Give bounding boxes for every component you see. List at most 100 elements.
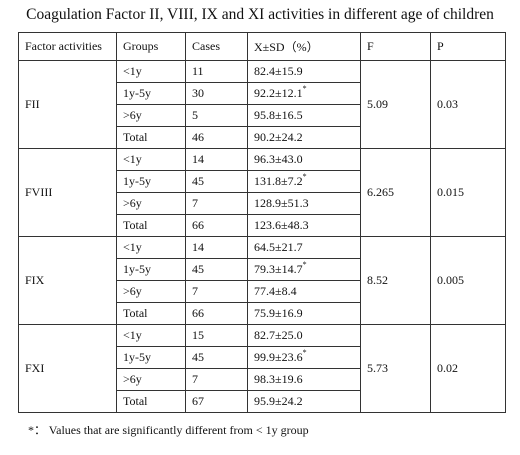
table-row: FIX <1y 14 64.5±21.7 8.52 0.005 bbox=[18, 236, 506, 325]
group-cell: Total bbox=[116, 214, 186, 237]
mean-sd-value: 75.9±16.9 bbox=[254, 306, 303, 320]
group-cell: <1y bbox=[116, 236, 186, 259]
f-value: 5.09 bbox=[360, 60, 431, 149]
cases-cell: 66 bbox=[185, 214, 248, 237]
mean-sd-cell: 123.6±48.3 bbox=[247, 214, 361, 237]
header-f: F bbox=[360, 32, 431, 61]
cases-cell: 45 bbox=[185, 170, 248, 193]
group-cell: >6y bbox=[116, 280, 186, 303]
f-value: 8.52 bbox=[360, 236, 431, 325]
mean-sd-cell: 82.7±25.0 bbox=[247, 324, 361, 347]
factor-name: FII bbox=[18, 60, 117, 149]
group-cell: 1y-5y bbox=[116, 258, 186, 281]
mean-sd-cell: 95.9±24.2 bbox=[247, 390, 361, 413]
table-row: FII <1y 11 82.4±15.9 5.09 0.03 bbox=[18, 60, 506, 149]
table-row: >6y 7 98.3±19.6 bbox=[19, 368, 506, 391]
factor-name: FXI bbox=[18, 324, 117, 413]
mean-sd-value: 95.9±24.2 bbox=[254, 394, 303, 408]
cases-cell: 11 bbox=[185, 60, 248, 83]
header-p: P bbox=[430, 32, 506, 61]
group-cell: <1y bbox=[116, 148, 186, 171]
group-cell: 1y-5y bbox=[116, 346, 186, 369]
mean-sd-cell: 99.9±23.6* bbox=[247, 346, 361, 369]
table-body: FII <1y 11 82.4±15.9 5.09 0.03 1y-5y 30 92.2±12.… bbox=[18, 60, 506, 413]
mean-sd-value: 82.7±25.0 bbox=[254, 328, 303, 342]
mean-sd-value: 92.2±12.1 bbox=[254, 86, 303, 100]
f-value: 5.73 bbox=[360, 324, 431, 413]
table-row: >6y 5 95.8±16.5 bbox=[19, 104, 506, 127]
table-row: FXI <1y 15 82.7±25.0 5.73 0.02 bbox=[18, 324, 506, 413]
group-cell: >6y bbox=[116, 104, 186, 127]
header-mean-sd: X±SD（%） bbox=[247, 32, 361, 61]
group-cell: Total bbox=[116, 390, 186, 413]
header-factor: Factor activities bbox=[18, 32, 117, 61]
significance-marker: * bbox=[302, 172, 307, 181]
mean-sd-cell: 95.8±16.5 bbox=[247, 104, 361, 127]
mean-sd-value: 90.2±24.2 bbox=[254, 130, 303, 144]
group-cell: Total bbox=[116, 126, 186, 149]
mean-sd-cell: 64.5±21.7 bbox=[247, 236, 361, 259]
group-cell: >6y bbox=[116, 368, 186, 391]
mean-sd-cell: 96.3±43.0 bbox=[247, 148, 361, 171]
mean-sd-cell: 131.8±7.2* bbox=[247, 170, 361, 193]
p-value: 0.005 bbox=[430, 236, 506, 325]
group-cell: <1y bbox=[116, 60, 186, 83]
table-row: 1y-5y 45 99.9±23.6* bbox=[19, 346, 506, 369]
factor-name: FVIII bbox=[18, 148, 117, 237]
mean-sd-value: 64.5±21.7 bbox=[254, 240, 303, 254]
mean-sd-cell: 98.3±19.6 bbox=[247, 368, 361, 391]
mean-sd-cell: 90.2±24.2 bbox=[247, 126, 361, 149]
cases-cell: 15 bbox=[185, 324, 248, 347]
mean-sd-value: 77.4±8.4 bbox=[254, 284, 297, 298]
table-title: Coagulation Factor II, VIII, IX and XI a… bbox=[26, 6, 494, 23]
table-row: Total 46 90.2±24.2 bbox=[19, 126, 506, 149]
table-row: 1y-5y 45 131.8±7.2* bbox=[19, 170, 506, 193]
significance-marker: * bbox=[302, 84, 307, 93]
coagulation-table: Factor activities Groups Cases X±SD（%） F… bbox=[18, 32, 506, 413]
group-cell: 1y-5y bbox=[116, 170, 186, 193]
mean-sd-value: 95.8±16.5 bbox=[254, 108, 303, 122]
cases-cell: 7 bbox=[185, 280, 248, 303]
group-cell: >6y bbox=[116, 192, 186, 215]
header-cases: Cases bbox=[185, 32, 248, 61]
mean-sd-value: 98.3±19.6 bbox=[254, 372, 303, 386]
header-row: Factor activities Groups Cases X±SD（%） F… bbox=[18, 32, 506, 61]
mean-sd-value: 79.3±14.7 bbox=[254, 262, 303, 276]
mean-sd-value: 123.6±48.3 bbox=[254, 218, 309, 232]
table-row: Total 67 95.9±24.2 bbox=[19, 390, 506, 413]
mean-sd-cell: 92.2±12.1* bbox=[247, 82, 361, 105]
mean-sd-cell: 79.3±14.7* bbox=[247, 258, 361, 281]
cases-cell: 45 bbox=[185, 346, 248, 369]
header-groups: Groups bbox=[116, 32, 186, 61]
f-value: 6.265 bbox=[360, 148, 431, 237]
factor-name: FIX bbox=[18, 236, 117, 325]
cases-cell: 45 bbox=[185, 258, 248, 281]
mean-sd-value: 131.8±7.2 bbox=[254, 174, 303, 188]
mean-sd-cell: 77.4±8.4 bbox=[247, 280, 361, 303]
cases-cell: 7 bbox=[185, 368, 248, 391]
mean-sd-value: 82.4±15.9 bbox=[254, 64, 303, 78]
cases-cell: 7 bbox=[185, 192, 248, 215]
table-row: Total 66 123.6±48.3 bbox=[19, 214, 506, 237]
mean-sd-cell: 128.9±51.3 bbox=[247, 192, 361, 215]
cases-cell: 14 bbox=[185, 236, 248, 259]
mean-sd-value: 128.9±51.3 bbox=[254, 196, 309, 210]
significance-marker: * bbox=[302, 348, 307, 357]
footnote: *： Values that are significantly differe… bbox=[28, 423, 309, 437]
significance-marker: * bbox=[302, 260, 307, 269]
cases-cell: 30 bbox=[185, 82, 248, 105]
table-row: FVIII <1y 14 96.3±43.0 6.265 0.015 bbox=[18, 148, 506, 237]
mean-sd-value: 96.3±43.0 bbox=[254, 152, 303, 166]
mean-sd-cell: 82.4±15.9 bbox=[247, 60, 361, 83]
group-cell: Total bbox=[116, 302, 186, 325]
p-value: 0.03 bbox=[430, 60, 506, 149]
p-value: 0.015 bbox=[430, 148, 506, 237]
cases-cell: 46 bbox=[185, 126, 248, 149]
p-value: 0.02 bbox=[430, 324, 506, 413]
cases-cell: 14 bbox=[185, 148, 248, 171]
mean-sd-value: 99.9±23.6 bbox=[254, 350, 303, 364]
table-row: >6y 7 77.4±8.4 bbox=[19, 280, 506, 303]
cases-cell: 5 bbox=[185, 104, 248, 127]
group-cell: <1y bbox=[116, 324, 186, 347]
cases-cell: 66 bbox=[185, 302, 248, 325]
